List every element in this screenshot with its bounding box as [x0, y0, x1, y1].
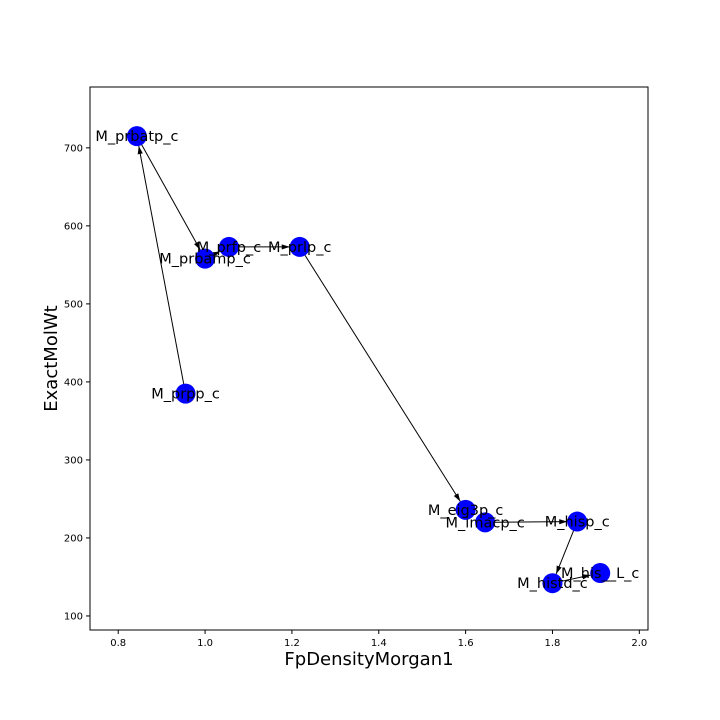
arrowhead — [559, 519, 568, 525]
y-tick-label: 100 — [64, 611, 83, 622]
node-point — [218, 236, 239, 257]
node-label: M_prbamp_c — [159, 252, 251, 268]
arrowhead — [556, 565, 562, 574]
x-tick-label: 1.0 — [197, 638, 213, 649]
edge-line — [136, 135, 201, 251]
arrowhead — [453, 493, 461, 502]
nodes-layer — [126, 126, 611, 594]
y-tick-label: 300 — [64, 455, 83, 466]
node-point — [455, 499, 476, 520]
edge-line — [299, 246, 461, 502]
x-tick-label: 1.6 — [458, 638, 474, 649]
labels-layer: M_prpp_c M_prbatp_c M_prbamp_cM_prfp_c M_pr… — [95, 129, 639, 592]
node-point — [542, 573, 563, 594]
node-point — [175, 383, 196, 404]
edge-line — [138, 145, 187, 394]
node-point — [126, 126, 147, 147]
x-axis-title: FpDensityMorgan1 — [284, 649, 453, 670]
node-label: M_histd_c — [517, 576, 588, 592]
y-axis-title: ExactMolWt — [41, 305, 62, 411]
edge-arrow — [137, 145, 187, 394]
edge-arrow — [485, 519, 568, 525]
x-tick-label: 0.8 — [110, 638, 126, 649]
y-tick-label: 200 — [64, 533, 83, 544]
y-tick-label: 500 — [64, 299, 83, 310]
node-label: M_prfp_c — [197, 240, 261, 256]
y-tick-label: 400 — [64, 377, 83, 388]
arrowhead — [582, 574, 591, 580]
node-point — [567, 511, 588, 532]
node-label: M_prpp_c — [151, 387, 220, 403]
node-label: M_prbatp_c — [95, 129, 178, 145]
y-tick-label: 700 — [64, 143, 83, 154]
node-label: M_prlp_c — [268, 240, 331, 256]
edge-arrow — [299, 246, 461, 502]
arrowhead — [194, 241, 201, 250]
node-label: M_hisp_c — [545, 515, 610, 531]
node-label: M_eig3p_c — [428, 503, 504, 519]
node-label: M_his__L_c — [561, 566, 639, 582]
node-point — [289, 236, 310, 257]
arrowhead — [281, 244, 290, 250]
x-tick-label: 2.0 — [631, 638, 647, 649]
edge-arrow — [136, 135, 201, 251]
x-tick-label: 1.8 — [545, 638, 561, 649]
node-label: M_imacp_c — [446, 515, 525, 531]
node-point — [195, 248, 216, 269]
arrowhead — [137, 145, 143, 155]
y-tick-label: 600 — [64, 221, 83, 232]
edge-arrow — [228, 244, 290, 250]
plot-frame — [89, 86, 649, 631]
x-axis-ticks: 0.8 1.0 1.2 1.4 1.6 1.8 2.0 — [110, 630, 647, 649]
x-tick-label: 1.2 — [284, 638, 300, 649]
y-axis-ticks: 100 200 300 400 500 600 700 — [64, 143, 90, 622]
edge-line — [485, 521, 568, 523]
node-point — [475, 512, 496, 533]
x-tick-label: 1.4 — [371, 638, 387, 649]
node-point — [590, 563, 611, 584]
